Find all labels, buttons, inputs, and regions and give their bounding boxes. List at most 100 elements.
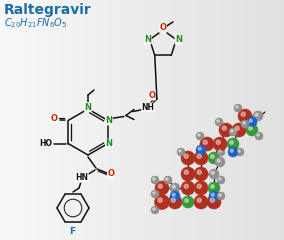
Circle shape xyxy=(179,150,181,152)
Circle shape xyxy=(196,132,204,140)
Circle shape xyxy=(197,154,201,158)
Circle shape xyxy=(209,191,219,201)
Circle shape xyxy=(197,170,201,174)
Circle shape xyxy=(238,109,252,123)
Circle shape xyxy=(215,118,223,126)
Circle shape xyxy=(153,208,155,210)
Circle shape xyxy=(253,111,263,121)
Text: N: N xyxy=(175,35,182,44)
Circle shape xyxy=(151,206,159,214)
Circle shape xyxy=(197,184,201,188)
Text: N: N xyxy=(105,139,112,148)
Circle shape xyxy=(215,157,225,167)
Text: Raltegravir: Raltegravir xyxy=(4,3,92,17)
Circle shape xyxy=(217,120,219,122)
Circle shape xyxy=(198,147,201,150)
Circle shape xyxy=(164,176,172,184)
Circle shape xyxy=(184,184,188,188)
Circle shape xyxy=(230,149,233,152)
Text: O: O xyxy=(160,24,166,32)
Circle shape xyxy=(219,123,233,137)
Circle shape xyxy=(229,128,237,136)
Circle shape xyxy=(217,176,225,184)
Circle shape xyxy=(211,155,214,158)
Circle shape xyxy=(249,127,252,130)
Circle shape xyxy=(257,134,259,136)
Circle shape xyxy=(230,141,233,144)
Circle shape xyxy=(184,154,188,158)
Text: N: N xyxy=(85,102,91,112)
Circle shape xyxy=(217,159,220,162)
Circle shape xyxy=(185,199,188,202)
Circle shape xyxy=(153,178,155,180)
Circle shape xyxy=(236,106,238,108)
Circle shape xyxy=(151,176,159,184)
Circle shape xyxy=(200,137,214,151)
Circle shape xyxy=(184,170,188,174)
Circle shape xyxy=(182,196,194,208)
Circle shape xyxy=(235,126,239,130)
Text: O: O xyxy=(51,114,58,123)
Circle shape xyxy=(207,195,221,209)
Circle shape xyxy=(198,134,200,136)
Circle shape xyxy=(238,150,240,152)
Circle shape xyxy=(171,198,175,202)
Circle shape xyxy=(196,145,206,155)
Circle shape xyxy=(231,130,233,132)
Circle shape xyxy=(172,185,175,188)
Circle shape xyxy=(255,132,263,140)
Circle shape xyxy=(241,112,245,116)
Text: HN: HN xyxy=(76,174,89,182)
Circle shape xyxy=(211,193,214,196)
Circle shape xyxy=(194,151,208,165)
Circle shape xyxy=(217,192,225,200)
Circle shape xyxy=(177,148,185,156)
Text: HO: HO xyxy=(39,139,52,148)
Circle shape xyxy=(219,150,221,152)
Circle shape xyxy=(216,140,220,144)
Circle shape xyxy=(222,126,226,130)
Circle shape xyxy=(208,152,220,164)
Circle shape xyxy=(151,190,159,198)
Circle shape xyxy=(168,195,182,209)
Text: NH: NH xyxy=(141,103,154,112)
Circle shape xyxy=(170,183,180,193)
Circle shape xyxy=(154,194,170,210)
Circle shape xyxy=(234,104,242,112)
Text: O: O xyxy=(108,169,114,179)
Circle shape xyxy=(241,120,249,128)
Circle shape xyxy=(211,171,214,174)
Text: N: N xyxy=(144,35,151,44)
Circle shape xyxy=(213,137,227,151)
Circle shape xyxy=(243,122,245,124)
Circle shape xyxy=(209,169,219,179)
Circle shape xyxy=(181,151,195,165)
Text: F: F xyxy=(69,227,75,235)
Text: O: O xyxy=(149,91,155,100)
Circle shape xyxy=(158,184,162,188)
Circle shape xyxy=(194,181,208,195)
Text: N: N xyxy=(105,116,112,125)
Circle shape xyxy=(194,167,208,181)
Circle shape xyxy=(210,198,214,202)
Circle shape xyxy=(166,178,168,180)
Circle shape xyxy=(236,148,244,156)
Circle shape xyxy=(194,195,208,209)
Circle shape xyxy=(181,181,195,195)
Circle shape xyxy=(247,117,257,127)
Circle shape xyxy=(219,178,221,180)
Circle shape xyxy=(217,148,225,156)
Circle shape xyxy=(158,198,162,202)
Circle shape xyxy=(208,182,220,194)
Circle shape xyxy=(232,123,246,137)
Circle shape xyxy=(228,147,238,157)
Circle shape xyxy=(246,124,258,136)
Circle shape xyxy=(211,185,214,188)
Circle shape xyxy=(203,140,207,144)
Circle shape xyxy=(172,193,175,196)
Circle shape xyxy=(219,194,221,196)
Circle shape xyxy=(153,192,155,194)
Circle shape xyxy=(227,138,239,150)
Circle shape xyxy=(249,119,252,122)
Circle shape xyxy=(170,191,180,201)
